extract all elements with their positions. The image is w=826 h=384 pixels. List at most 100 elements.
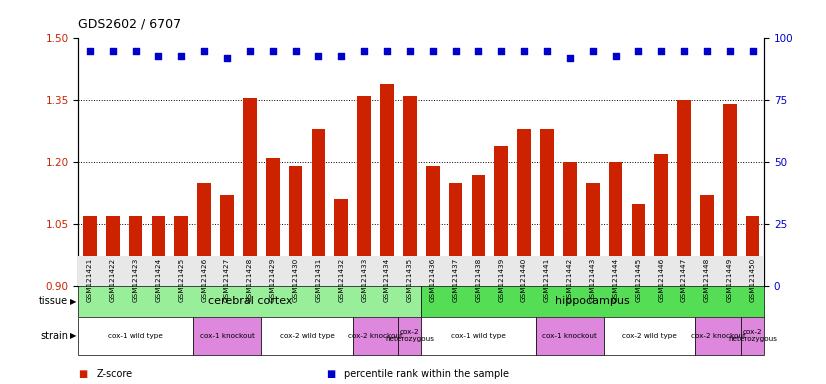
Text: ■: ■ [326,369,335,379]
Point [472,48,485,54]
Bar [563,162,577,286]
Bar [261,317,353,355]
Bar [221,195,234,286]
Bar [535,317,604,355]
Text: percentile rank within the sample: percentile rank within the sample [344,369,510,379]
Bar [78,317,192,355]
Bar [517,129,531,286]
Point [358,48,371,54]
Bar [289,166,302,286]
Bar [106,216,120,286]
Point [197,48,211,54]
Bar [472,175,485,286]
Bar [358,96,371,286]
Text: GSM121442: GSM121442 [567,258,572,302]
Bar [495,146,508,286]
Text: GSM121449: GSM121449 [727,258,733,302]
Bar [677,100,691,286]
Text: cox-2 wild type: cox-2 wild type [622,333,677,339]
Text: Z-score: Z-score [97,369,133,379]
Text: strain: strain [40,331,69,341]
Text: cox-1 knockout: cox-1 knockout [543,333,597,339]
Point [380,48,394,54]
Point [289,48,302,54]
Bar [609,162,622,286]
Point [563,55,577,61]
Text: GSM121428: GSM121428 [247,258,253,302]
Point [724,48,737,54]
Bar [83,216,97,286]
Bar [398,317,421,355]
Point [152,53,165,59]
Text: GSM121422: GSM121422 [110,258,116,302]
Text: GDS2602 / 6707: GDS2602 / 6707 [78,18,182,31]
Point [244,48,257,54]
Point [609,53,622,59]
Text: GSM121439: GSM121439 [498,258,504,302]
Bar [421,317,535,355]
Bar [586,183,600,286]
Point [266,48,279,54]
Point [83,48,97,54]
Text: GSM121425: GSM121425 [178,258,184,302]
Point [746,48,759,54]
Point [586,48,600,54]
Text: GSM121438: GSM121438 [476,258,482,302]
Bar [540,129,553,286]
Text: hippocampus: hippocampus [555,296,630,306]
Bar [746,216,759,286]
Text: GSM121444: GSM121444 [613,258,619,302]
Text: GSM121437: GSM121437 [453,258,458,302]
Bar [723,104,737,286]
Point [517,48,530,54]
Text: GSM121450: GSM121450 [750,258,756,302]
Bar [700,195,714,286]
Point [655,48,668,54]
Bar [152,216,165,286]
Text: cox-2
heterozygous: cox-2 heterozygous [729,329,777,343]
Text: cox-2
heterozygous: cox-2 heterozygous [386,329,434,343]
Text: ▶: ▶ [70,297,77,306]
Text: tissue: tissue [39,296,69,306]
Text: GSM121445: GSM121445 [635,258,641,302]
Point [175,53,188,59]
Point [677,48,691,54]
Text: GSM121423: GSM121423 [133,258,139,302]
Text: GSM121427: GSM121427 [224,258,230,302]
Point [700,48,714,54]
Text: cox-1 wild type: cox-1 wild type [451,333,506,339]
Text: GSM121448: GSM121448 [704,258,710,302]
Text: GSM121447: GSM121447 [681,258,687,302]
Point [449,48,463,54]
Text: cerebral cortex: cerebral cortex [207,296,292,306]
Text: GSM121429: GSM121429 [270,258,276,302]
Bar [604,317,695,355]
Text: GSM121432: GSM121432 [339,258,344,302]
Bar [695,317,741,355]
Bar [353,317,398,355]
Point [495,48,508,54]
Point [221,55,234,61]
Bar [243,98,257,286]
Bar [403,96,416,286]
Text: GSM121426: GSM121426 [202,258,207,302]
Text: GSM121424: GSM121424 [155,258,161,302]
Point [129,48,142,54]
Bar [335,199,348,286]
Bar [266,158,279,286]
Bar [197,183,211,286]
Point [540,48,553,54]
Text: GSM121441: GSM121441 [544,258,550,302]
Text: GSM121435: GSM121435 [407,258,413,302]
Text: cox-2 wild type: cox-2 wild type [279,333,335,339]
Text: ■: ■ [78,369,88,379]
Bar [426,166,439,286]
Text: GSM121446: GSM121446 [658,258,664,302]
Text: GSM121430: GSM121430 [292,258,298,302]
Point [632,48,645,54]
Text: GSM121421: GSM121421 [87,258,93,302]
Point [403,48,416,54]
Bar [78,286,421,317]
Bar [380,84,394,286]
Text: GSM121436: GSM121436 [430,258,435,302]
